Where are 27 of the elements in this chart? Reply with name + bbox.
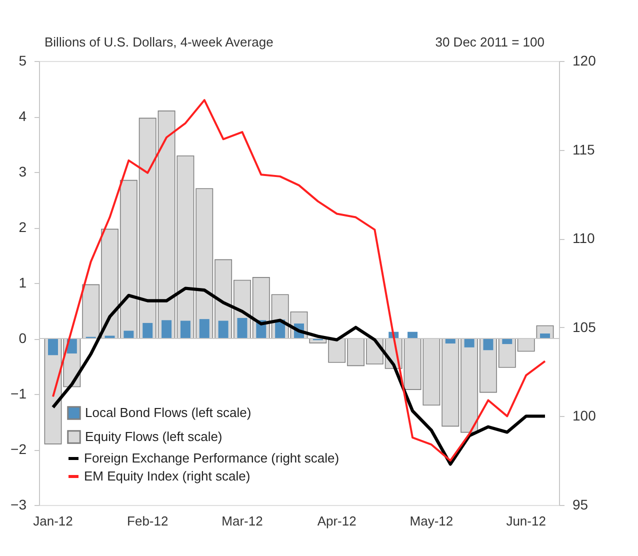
legend-label: EM Equity Index (right scale) [84, 468, 250, 484]
y2-tick-label: 115 [572, 141, 596, 158]
y-axis-title: Billions of U.S. Dollars, 4-week Average [44, 34, 274, 50]
legend-label: Equity Flows (left scale) [85, 429, 222, 444]
x-tick-label: Apr-12 [317, 514, 356, 528]
y-tick-label: 4 [18, 108, 27, 124]
y2-tick-label: 110 [572, 230, 596, 246]
y-tick-label: 3 [18, 164, 27, 180]
y2-tick-label: 120 [572, 52, 596, 68]
y-tick-label: −2 [10, 441, 27, 457]
y2-axis-title: 30 Dec 2011 = 100 [435, 34, 544, 50]
x-tick-label: May-12 [410, 514, 454, 528]
y2-tick-label: 100 [572, 408, 596, 424]
y-tick-label: 1 [18, 274, 27, 290]
y-tick-label: −3 [10, 496, 27, 512]
x-tick-label: Jan-12 [33, 514, 73, 528]
y-tick-label: −1 [10, 386, 27, 402]
x-tick-label: Mar-12 [222, 514, 263, 528]
y2-tick-label: 95 [572, 496, 588, 512]
y-tick-label: 5 [18, 52, 27, 68]
y-tick-label: 2 [18, 219, 27, 235]
y2-tick-label: 105 [572, 318, 596, 335]
y-tick-label: 0 [18, 330, 27, 346]
legend-label: Foreign Exchange Performance (right scale) [84, 450, 340, 466]
x-tick-label: Feb-12 [127, 514, 168, 528]
legend-label: Local Bond Flows (left scale) [85, 405, 252, 420]
x-tick-label: Jun-12 [506, 514, 546, 528]
